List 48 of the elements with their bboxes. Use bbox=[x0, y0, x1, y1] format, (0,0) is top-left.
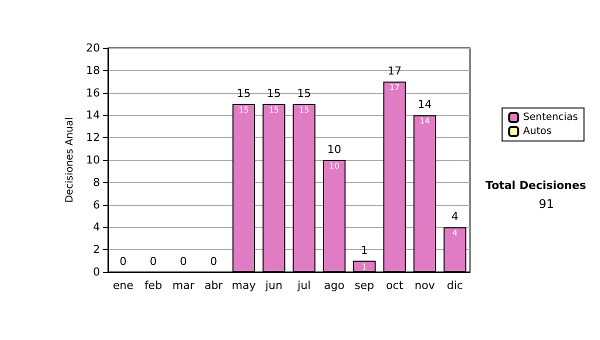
y-tick-label: 14 bbox=[86, 108, 100, 122]
y-tick-label: 6 bbox=[93, 198, 100, 212]
x-tick-label: dic bbox=[446, 279, 463, 292]
y-tick-label: 18 bbox=[86, 64, 100, 77]
total-label: 0 bbox=[120, 255, 127, 268]
y-tick-label: 10 bbox=[86, 154, 100, 166]
y-tick-label: 16 bbox=[86, 86, 100, 100]
total-label: 0 bbox=[180, 255, 187, 268]
y-tick-label: 2 bbox=[93, 243, 100, 256]
data-label: 15 bbox=[238, 106, 249, 114]
y-tick-label: 12 bbox=[86, 131, 100, 144]
total-label: 15 bbox=[236, 87, 251, 100]
x-tick-label: abr bbox=[204, 279, 224, 292]
text: Total Decisiones bbox=[486, 179, 586, 192]
data-label: 4 bbox=[452, 228, 458, 238]
y-tick-label: 20 bbox=[86, 42, 100, 54]
data-label: 14 bbox=[420, 116, 430, 126]
data-label: 17 bbox=[389, 83, 400, 92]
total-label: 14 bbox=[418, 98, 432, 112]
total-label: 17 bbox=[388, 64, 402, 78]
data-label: 1 bbox=[362, 262, 367, 272]
data-label: 15 bbox=[298, 106, 310, 114]
total-label: 15 bbox=[297, 87, 312, 100]
total-label: 0 bbox=[150, 255, 157, 268]
total-label: 0 bbox=[210, 255, 218, 268]
text: 91 bbox=[538, 197, 554, 211]
data-label: 10 bbox=[329, 162, 340, 170]
total-label: 10 bbox=[327, 143, 342, 156]
legend-label: Autos bbox=[523, 126, 552, 137]
y-tick-label: 4 bbox=[93, 220, 100, 234]
x-tick-label: sep bbox=[354, 279, 374, 292]
y-tick-label: 0 bbox=[93, 266, 100, 278]
total-label: 4 bbox=[451, 210, 458, 224]
x-tick-label: oct bbox=[386, 279, 404, 292]
x-tick-label: jun bbox=[264, 279, 282, 292]
total-label: 1 bbox=[360, 244, 368, 257]
y-tick-label: 8 bbox=[93, 176, 100, 189]
x-tick-label: nov bbox=[414, 279, 436, 292]
total-label: 15 bbox=[266, 87, 281, 100]
x-tick-label: ene bbox=[112, 279, 134, 292]
x-tick-label: feb bbox=[144, 279, 162, 292]
x-tick-label: jul bbox=[296, 279, 311, 292]
y-axis-title: Decisiones Anual bbox=[64, 117, 76, 203]
data-label: 15 bbox=[268, 106, 280, 114]
x-tick-label: may bbox=[232, 279, 256, 292]
legend-label: Sentencias bbox=[523, 112, 578, 123]
x-tick-label: ago bbox=[324, 279, 345, 292]
x-tick-label: mar bbox=[172, 279, 195, 292]
